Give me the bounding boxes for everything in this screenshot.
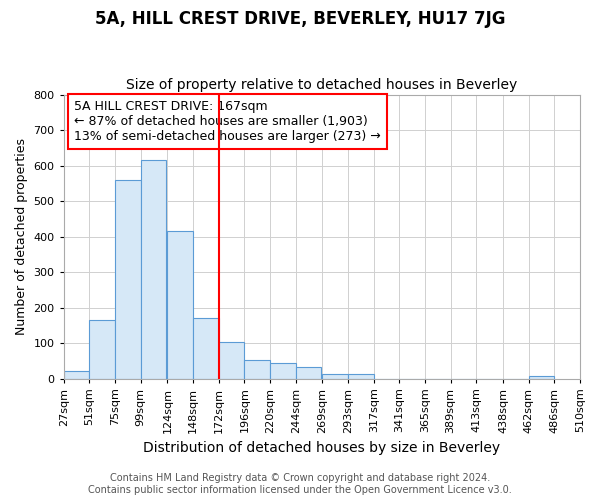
Bar <box>348 374 374 378</box>
Text: Contains HM Land Registry data © Crown copyright and database right 2024.
Contai: Contains HM Land Registry data © Crown c… <box>88 474 512 495</box>
Bar <box>529 376 554 378</box>
Text: 5A, HILL CREST DRIVE, BEVERLEY, HU17 7JG: 5A, HILL CREST DRIVE, BEVERLEY, HU17 7JG <box>95 10 505 28</box>
Bar <box>167 231 193 378</box>
Text: 5A HILL CREST DRIVE: 167sqm
← 87% of detached houses are smaller (1,903)
13% of : 5A HILL CREST DRIVE: 167sqm ← 87% of det… <box>74 100 381 143</box>
Bar <box>219 342 244 378</box>
Bar <box>115 180 140 378</box>
Title: Size of property relative to detached houses in Beverley: Size of property relative to detached ho… <box>126 78 517 92</box>
Bar <box>244 360 270 378</box>
Y-axis label: Number of detached properties: Number of detached properties <box>15 138 28 335</box>
Bar <box>296 367 322 378</box>
Bar <box>322 374 348 378</box>
Bar <box>193 318 219 378</box>
Bar <box>270 364 296 378</box>
Bar <box>140 160 166 378</box>
Bar <box>89 320 115 378</box>
X-axis label: Distribution of detached houses by size in Beverley: Distribution of detached houses by size … <box>143 441 500 455</box>
Bar <box>64 372 89 378</box>
